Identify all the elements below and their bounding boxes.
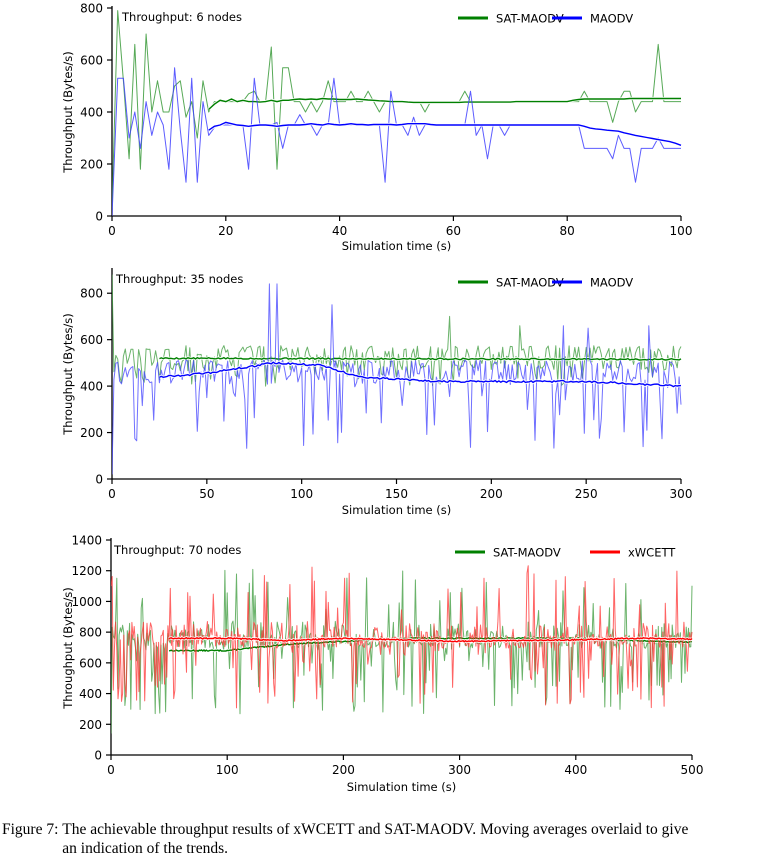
series-maodv-moving-average: [159, 361, 682, 388]
chart-title: Throughput: 6 nodes: [121, 10, 242, 24]
x-tick-label: 150: [385, 487, 408, 501]
x-axis-label: Simulation time (s): [347, 780, 457, 794]
y-tick-label: 600: [80, 333, 103, 347]
y-tick-label: 600: [80, 54, 103, 68]
x-tick-label: 80: [560, 224, 575, 238]
plot-area: [111, 565, 694, 734]
x-axis-label: Simulation time (s): [342, 503, 452, 517]
y-axis-label: Throughput (Bytes/s): [61, 51, 75, 174]
x-tick-label: 20: [218, 224, 233, 238]
series-maodv-raw-line: [112, 67, 681, 216]
y-tick-label: 400: [79, 687, 102, 701]
y-tick-label: 1400: [71, 534, 102, 548]
x-tick-label: 250: [575, 487, 598, 501]
x-axis-label: Simulation time (s): [342, 239, 452, 253]
series-sat-maodv-moving-average: [159, 356, 682, 361]
x-tick-label: 100: [670, 224, 693, 238]
legend-item: SAT-MAODV: [455, 546, 561, 560]
y-tick-label: 400: [80, 106, 103, 120]
x-tick-label: 0: [108, 487, 116, 501]
x-tick-label: 40: [332, 224, 347, 238]
chart-title: Throughput: 70 nodes: [113, 543, 241, 557]
series-sat-maodv-moving-average: [208, 97, 681, 110]
legend-item: MAODV: [552, 276, 633, 290]
moving-average-halo: [207, 96, 681, 111]
caption-label: Figure 7:: [2, 821, 59, 838]
series-xwcett-raw-line: [111, 565, 693, 709]
y-tick-label: 200: [80, 426, 103, 440]
x-tick-label: 50: [199, 487, 214, 501]
x-tick-label: 300: [448, 763, 471, 777]
x-tick-label: 200: [332, 763, 355, 777]
y-tick-label: 1000: [71, 595, 102, 609]
y-tick-label: 800: [80, 287, 103, 301]
chart-panel-1: 0 200 400 600 800 0 20 40 60 80 100 Simulation time…: [61, 2, 692, 254]
series-xwcett-moving-average: [168, 636, 693, 643]
x-tick-label: 60: [446, 224, 461, 238]
chart-title: Throughput: 35 nodes: [115, 272, 243, 286]
legend-label: SAT-MAODV: [493, 546, 561, 560]
y-axis-label: Throughput (Bytes/s): [61, 587, 75, 710]
y-tick-label: 0: [95, 210, 103, 224]
series-sat-maodv-raw-line: [112, 274, 682, 387]
legend-item: MAODV: [552, 12, 633, 26]
x-tick-label: 100: [290, 487, 313, 501]
y-tick-label: 800: [79, 626, 102, 640]
legend-item: xWCETT: [590, 546, 676, 560]
x-tick-label: 400: [564, 763, 587, 777]
legend-item: SAT-MAODV: [458, 12, 564, 26]
y-tick-label: 0: [95, 473, 103, 487]
x-tick-label: 500: [681, 763, 704, 777]
caption-text: The achievable throughput results of xWC…: [62, 821, 689, 857]
x-tick-label: 100: [216, 763, 239, 777]
legend-label: MAODV: [590, 276, 633, 290]
y-tick-label: 200: [80, 158, 103, 172]
series-maodv-moving-average: [208, 121, 682, 146]
y-axis-label: Throughput (Bytes/s): [61, 313, 75, 436]
y-tick-label: 0: [94, 749, 102, 763]
legend-label: MAODV: [590, 12, 633, 26]
legend-label: xWCETT: [628, 546, 676, 560]
figure-caption: Figure 7: The achievable throughput resu…: [2, 820, 757, 858]
y-tick-label: 800: [80, 2, 103, 16]
chart-panel-3: 0 200 400 600 800 1000 1200 1400 0 100 200 300 400 50…: [61, 534, 703, 795]
x-tick-label: 0: [108, 224, 116, 238]
legend-label: SAT-MAODV: [496, 12, 564, 26]
legend-item: SAT-MAODV: [458, 276, 564, 290]
x-tick-label: 200: [480, 487, 503, 501]
y-tick-label: 1200: [71, 564, 102, 578]
y-tick-label: 200: [79, 718, 102, 732]
x-tick-label: 300: [670, 487, 693, 501]
y-tick-label: 600: [79, 656, 102, 670]
y-tick-label: 400: [80, 380, 103, 394]
chart-panel-2: 0 200 400 600 800 0 50 100 150 200 250 300 Simulatio…: [61, 268, 692, 517]
legend-label: SAT-MAODV: [496, 276, 564, 290]
x-tick-label: 0: [107, 763, 115, 777]
plot-area: [112, 274, 682, 475]
plot-area: [112, 10, 682, 216]
